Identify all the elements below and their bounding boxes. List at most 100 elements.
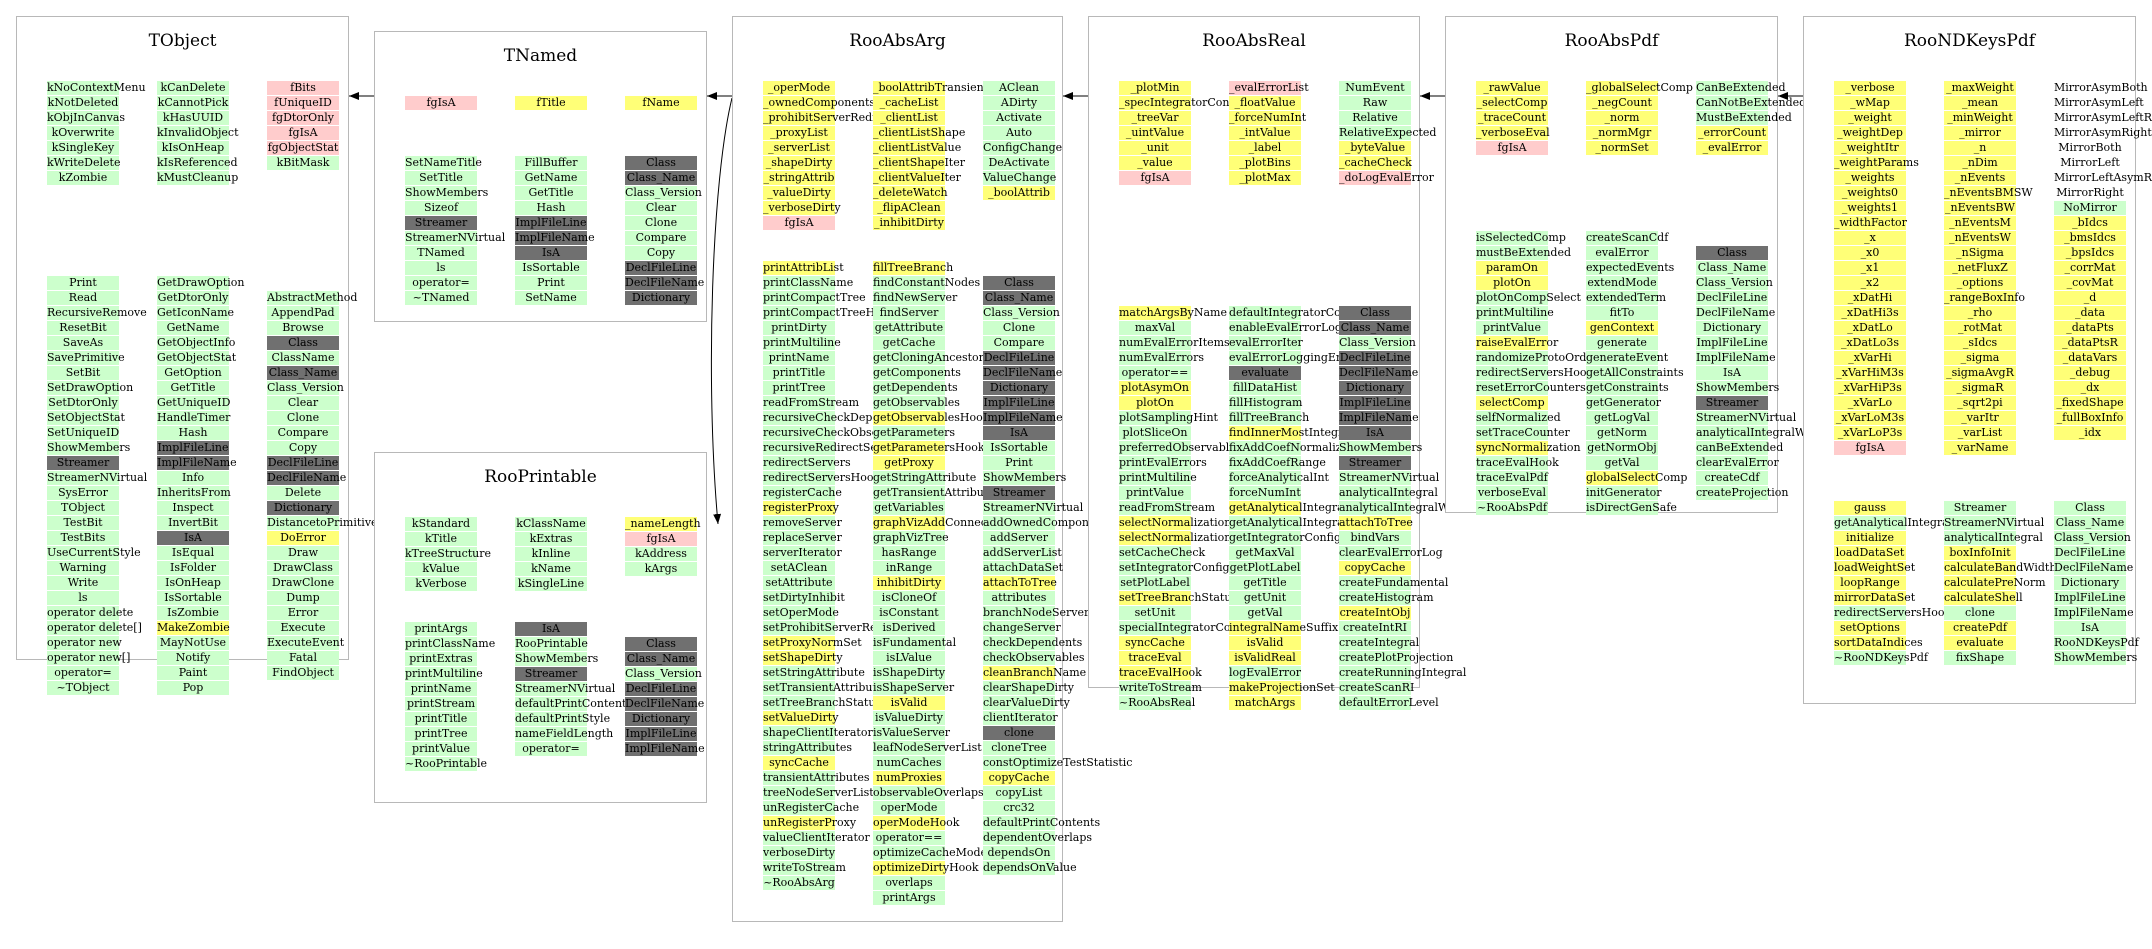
member-item: copyList xyxy=(983,786,1055,800)
spacer xyxy=(1476,216,1548,230)
member-item: printStream xyxy=(405,697,477,711)
member-item: setCacheCheck xyxy=(1119,546,1206,560)
member-item: ShowMembers xyxy=(47,441,131,455)
member-item: Raw xyxy=(1339,96,1411,110)
member-item: _data xyxy=(2054,306,2126,320)
spacer xyxy=(157,201,229,215)
member-item: Class_Version xyxy=(625,186,702,200)
member-item: Streamer xyxy=(405,216,477,230)
spacer xyxy=(267,216,339,230)
spacer xyxy=(1119,291,1191,305)
member-item: _weightItr xyxy=(1834,141,1906,155)
member-item: ShowMembers xyxy=(2054,651,2138,665)
member-item: DrawClone xyxy=(267,576,339,590)
member-item: removeServer xyxy=(763,516,842,530)
member-item: DeActivate xyxy=(983,156,1055,170)
spacer xyxy=(1119,261,1191,275)
member-item: kVerbose xyxy=(405,577,477,591)
member-item: registerCache xyxy=(763,486,842,500)
member-item: Compare xyxy=(267,426,339,440)
member-column: kCanDelete kCannotPick kHasUUID kInvalidObj… xyxy=(157,81,244,696)
member-item: checkObservables xyxy=(983,651,1085,665)
member-item: calculateShell xyxy=(1944,591,2023,605)
member-item: isDerived xyxy=(873,621,945,635)
member-item: kNoContextMenu xyxy=(47,81,146,95)
member-item: Class_Version xyxy=(983,306,1060,320)
member-item: _sqrt2pi xyxy=(1944,396,2016,410)
member-item: GetName xyxy=(515,171,587,185)
member-item: forceAnalyticalInt xyxy=(1229,471,1329,485)
member-column: NumEvent Raw Relative RelativeExpected _byte… xyxy=(1339,81,1466,711)
member-item: _verboseEval xyxy=(1476,126,1550,140)
spacer xyxy=(1696,186,1768,200)
member-item: boxInfoInit xyxy=(1944,546,2016,560)
member-item: Clone xyxy=(983,321,1055,335)
member-item: MirrorAsymRight xyxy=(2054,126,2152,139)
member-item: _floatValue xyxy=(1229,96,1301,110)
member-item: IsZombie xyxy=(157,606,229,620)
member-item: treeNodeServerList xyxy=(763,786,874,800)
spacer xyxy=(1229,246,1301,260)
member-item: fillHistogram xyxy=(1229,396,1303,410)
member-item: _selectComp xyxy=(1476,96,1548,110)
member-item: _varItr xyxy=(1944,411,2016,425)
member-item: mirrorDataSet xyxy=(1834,591,1916,605)
member-item: ~RooAbsPdf xyxy=(1476,501,1548,515)
member-item: DeclFileLine xyxy=(625,261,697,275)
member-item: printClassName xyxy=(405,637,496,651)
member-item: createScanRI xyxy=(1339,681,1415,695)
member-item: _value xyxy=(1119,156,1191,170)
member-item: evaluate xyxy=(1944,636,2016,650)
member-item: _cacheList xyxy=(873,96,945,110)
member-item: _bmsIdcs xyxy=(2054,231,2126,245)
member-item: setTraceCounter xyxy=(1476,426,1570,440)
spacer xyxy=(1229,201,1301,215)
member-item: fName xyxy=(625,96,697,110)
member-item: _stringAttrib xyxy=(763,171,835,185)
member-item: getDependents xyxy=(873,381,958,395)
class-box-tnamed: TNamed fgIsA SetNameTitle SetTitle ShowMemb… xyxy=(374,31,707,322)
member-item: Streamer xyxy=(1944,501,2016,515)
member-item: StreamerNVirtual xyxy=(515,682,616,696)
member-item: printMultiline xyxy=(1119,471,1197,485)
member-item: attachToTree xyxy=(983,576,1057,590)
member-item: GetName xyxy=(157,321,229,335)
member-item: _clientShapeIter xyxy=(873,156,965,170)
member-item: leafNodeServerList xyxy=(873,741,982,755)
member-item: getGenerator xyxy=(1586,396,1661,410)
member-item: NoMirror xyxy=(2054,201,2126,215)
member-column: _nameLength fgIsA kAddress kArgs Class Class_… xyxy=(625,517,705,757)
member-item: gauss xyxy=(1834,501,1906,515)
member-item: replaceServer xyxy=(763,531,842,545)
member-item: plotOn xyxy=(1476,276,1548,290)
member-item: DeclFileLine xyxy=(1339,351,1411,365)
member-item: findConstantNodes xyxy=(873,276,981,290)
member-item: SetTitle xyxy=(405,171,477,185)
member-item: _boolAttrib xyxy=(983,186,1055,200)
member-item: setProxyNormSet xyxy=(763,636,862,650)
member-item: readFromStream xyxy=(763,396,860,410)
member-item: ClassName xyxy=(267,351,339,365)
member-item: _bpsIdcs xyxy=(2054,246,2126,260)
member-item: _nEventsBMSW xyxy=(1944,186,2033,200)
member-item: ~RooNDKeysPdf xyxy=(1834,651,1928,665)
member-item: isFundamental xyxy=(873,636,957,650)
spacer xyxy=(267,276,339,290)
spacer xyxy=(983,216,1055,230)
member-item: Class xyxy=(267,336,339,350)
spacer xyxy=(267,201,339,215)
member-item: RecursiveRemove xyxy=(47,306,147,320)
member-item: Fatal xyxy=(267,651,339,665)
member-item: _clientListValue xyxy=(873,141,962,155)
member-item: serverIterator xyxy=(763,546,842,560)
member-item: IsOnHeap xyxy=(157,576,229,590)
spacer xyxy=(1944,486,2016,500)
member-item: fixAddCoefNormalization xyxy=(1229,441,1370,455)
member-item: DeclFileName xyxy=(625,697,705,711)
member-item: DeclFileLine xyxy=(983,351,1055,365)
member-item: _nEventsM xyxy=(1944,216,2016,230)
member-item: ImplFileName xyxy=(1696,351,1776,365)
member-item: mustBeExtended xyxy=(1476,246,1572,260)
spacer xyxy=(405,126,477,140)
member-item: createPlotProjection xyxy=(1339,651,1454,665)
